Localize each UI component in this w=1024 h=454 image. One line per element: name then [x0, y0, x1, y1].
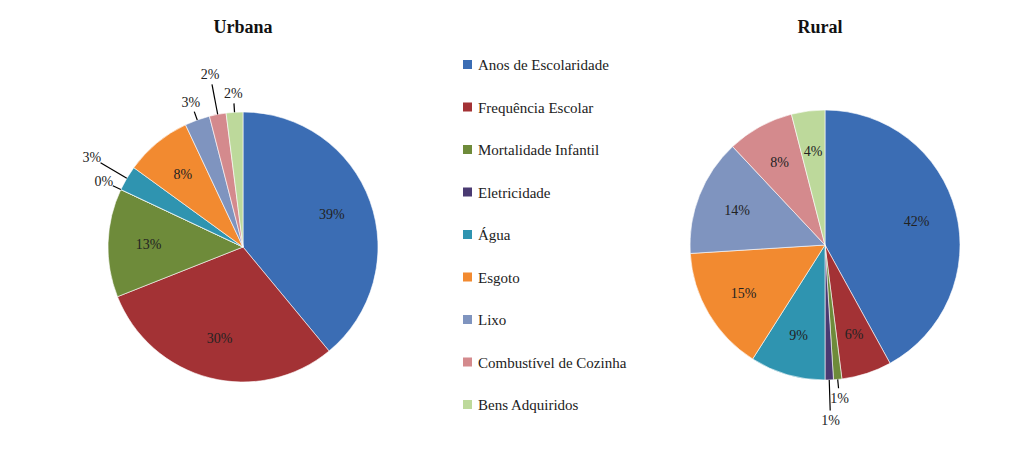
- legend-label: Bens Adquiridos: [478, 397, 579, 413]
- chart: Urbana39%30%13%0%3%8%3%2%2%Rural42%6%1%1…: [0, 0, 1024, 454]
- leader-line: [212, 84, 218, 114]
- data-label: 6%: [845, 327, 864, 342]
- data-label: 0%: [94, 174, 113, 189]
- data-label: 8%: [173, 167, 192, 182]
- pie-slice: [791, 110, 825, 245]
- legend-swatch: [463, 145, 472, 154]
- data-label: 1%: [830, 391, 849, 406]
- data-label: 3%: [182, 95, 201, 110]
- pie: Urbana: [108, 17, 378, 382]
- data-labels: 42% 6% 1% 1% 9% 15% 14% 8% 4%: [724, 144, 929, 428]
- pie-title: Urbana: [213, 17, 272, 37]
- legend-label: Frequência Escolar: [478, 100, 593, 116]
- legend-swatch: [463, 358, 472, 367]
- leader-line: [101, 163, 127, 179]
- data-label: 4%: [804, 144, 823, 159]
- legend-swatch: [463, 230, 472, 239]
- leader-line: [829, 380, 831, 410]
- leader-line: [233, 103, 235, 112]
- legend-label: Eletricidade: [478, 185, 551, 201]
- data-label: 1%: [821, 413, 840, 428]
- pie-title: Rural: [798, 17, 843, 37]
- legend-swatch: [463, 400, 472, 409]
- pie: Rural: [690, 17, 960, 380]
- data-label: 15%: [731, 286, 757, 301]
- data-label: 2%: [201, 67, 220, 82]
- data-label: 14%: [724, 203, 750, 218]
- data-label: 30%: [207, 331, 233, 346]
- data-label: 13%: [136, 237, 162, 252]
- chart-root: Urbana39%30%13%0%3%8%3%2%2%Rural42%6%1%1…: [0, 0, 1024, 454]
- legend-label: Esgoto: [478, 270, 520, 286]
- pie-slice: [226, 112, 243, 247]
- legend: Anos de Escolaridade Frequência Escolar Mo…: [463, 57, 627, 413]
- data-label: 9%: [789, 328, 808, 343]
- data-label: 39%: [319, 207, 345, 222]
- pie-slice: [825, 245, 842, 380]
- legend-swatch: [463, 103, 472, 112]
- data-label: 42%: [904, 214, 930, 229]
- legend-label: Água: [478, 227, 511, 243]
- legend-swatch: [463, 60, 472, 69]
- legend-label: Lixo: [478, 312, 506, 328]
- legend-label: Anos de Escolaridade: [478, 57, 609, 73]
- pie-slice: [825, 245, 890, 379]
- pie-slice: [825, 245, 833, 380]
- legend-label: Mortalidade Infantil: [478, 142, 599, 158]
- legend-label: Combustível de Cozinha: [478, 355, 627, 371]
- data-labels: 39%30%13%0%3%8%3%2%2%: [83, 67, 345, 346]
- data-label: 3%: [83, 150, 102, 165]
- leader-line: [194, 112, 197, 120]
- leader-line: [113, 186, 121, 190]
- legend-swatch: [463, 315, 472, 324]
- data-label: 2%: [224, 86, 243, 101]
- legend-swatch: [463, 188, 472, 197]
- pie-slice: [690, 245, 825, 359]
- leader-line: [837, 379, 839, 388]
- data-label: 8%: [770, 155, 789, 170]
- legend-swatch: [463, 273, 472, 282]
